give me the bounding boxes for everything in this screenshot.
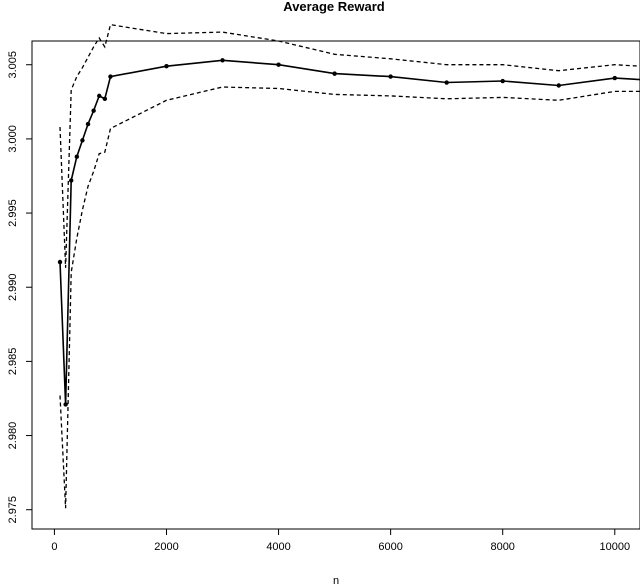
data-point: [276, 62, 281, 67]
x-tick-label: 6000: [378, 541, 402, 553]
average-reward-line: [59, 59, 640, 405]
data-point: [444, 80, 449, 85]
series-layer: [57, 23, 640, 509]
data-point: [69, 178, 74, 183]
data-point: [388, 74, 393, 79]
data-point: [220, 58, 225, 63]
y-tick-label: 2.990: [7, 273, 19, 301]
y-tick-label: 2.995: [7, 199, 19, 227]
confidence-band-line: [59, 23, 640, 268]
y-tick-label: 2.985: [7, 348, 19, 376]
x-axis-label: n: [333, 575, 339, 587]
data-point: [57, 259, 63, 265]
data-point: [85, 121, 91, 127]
x-tick-label: 2000: [154, 541, 178, 553]
y-tick-label: 2.975: [7, 496, 19, 524]
y-tick-label: 3.005: [7, 51, 19, 79]
data-point: [108, 74, 113, 79]
y-tick-label: 2.980: [7, 422, 19, 450]
confidence-band-line: [59, 86, 640, 509]
data-point: [612, 75, 617, 81]
x-tick-label: 10000: [599, 541, 630, 553]
chart-title: Average Reward: [283, 0, 384, 14]
data-point: [102, 96, 108, 102]
data-point: [332, 71, 337, 76]
data-point: [164, 64, 169, 69]
x-tick-label: 4000: [266, 541, 290, 553]
y-axis: 2.975 2.980 2.985 2.990 2.995 3.000 3.005: [7, 51, 32, 524]
data-point: [63, 402, 68, 407]
data-point: [91, 108, 96, 113]
data-point: [80, 138, 85, 143]
data-point: [97, 93, 102, 99]
x-tick-label: 8000: [490, 541, 514, 553]
plot-box: [31, 40, 640, 530]
data-point: [500, 78, 505, 84]
data-point: [74, 154, 80, 159]
y-tick-label: 3.000: [7, 125, 19, 153]
x-axis: 0 2000 4000 6000 8000 10000: [51, 529, 630, 553]
x-tick-label: 0: [51, 541, 57, 553]
data-point: [556, 83, 561, 88]
